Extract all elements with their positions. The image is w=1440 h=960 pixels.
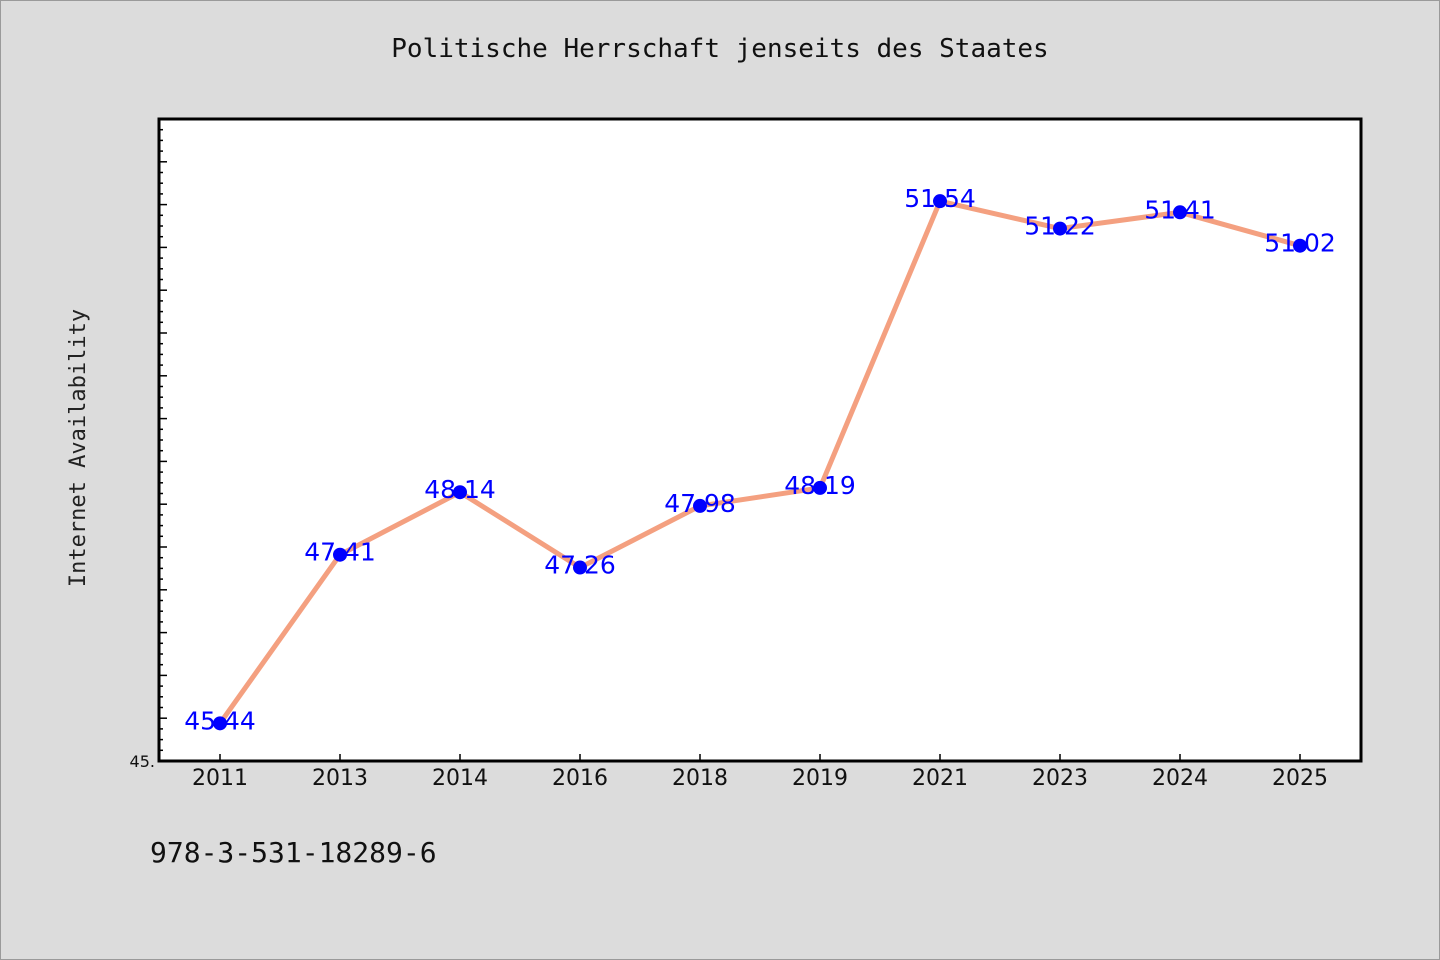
data-label: 47.26 — [544, 551, 616, 580]
data-point — [693, 498, 707, 513]
series-markers — [213, 194, 1307, 731]
x-tick-label: 2018 — [672, 766, 728, 791]
data-point — [333, 547, 347, 562]
x-tick-label: 2024 — [1152, 766, 1208, 791]
data-label: 45.44 — [184, 706, 256, 735]
x-axis-ticks: 2011 2013 2014 2016 2018 2019 2021 2023 2024 2025 — [192, 754, 1328, 791]
data-label: 51.02 — [1264, 229, 1336, 258]
data-point — [213, 716, 227, 731]
data-label: 51.54 — [904, 184, 976, 213]
data-label: 48.19 — [784, 471, 856, 500]
data-point — [1053, 221, 1067, 236]
data-point — [1173, 205, 1187, 220]
x-tick-label: 2016 — [552, 766, 608, 791]
y-axis-label: Internet Availability — [66, 309, 91, 587]
data-label: 51.22 — [1024, 212, 1096, 241]
x-tick-label: 2014 — [432, 766, 488, 791]
data-label: 47.98 — [664, 489, 736, 518]
data-point — [453, 485, 467, 500]
x-tick-label: 2025 — [1272, 766, 1328, 791]
x-tick-label: 2021 — [912, 766, 968, 791]
data-point — [1293, 238, 1307, 253]
isbn-code: 978-3-531-18289-6 — [150, 836, 437, 869]
x-tick-label: 2011 — [192, 766, 248, 791]
x-tick-label: 2019 — [792, 766, 848, 791]
data-label: 51.41 — [1144, 195, 1216, 224]
x-tick-label: 2013 — [312, 766, 368, 791]
x-tick-label: 2023 — [1032, 766, 1088, 791]
data-point — [933, 194, 947, 209]
data-label: 48.14 — [424, 475, 496, 504]
data-point — [813, 480, 827, 495]
y-axis-tick-labels: 45. — [130, 752, 155, 771]
y-tick-label: 45. — [130, 752, 155, 771]
data-label: 47.41 — [304, 538, 376, 567]
plot-area — [157, 117, 1363, 763]
y-axis-ticks — [159, 128, 167, 752]
data-point — [573, 560, 587, 575]
chart-title: Politische Herrschaft jenseits des Staat… — [391, 34, 1049, 64]
data-labels: 45.44 47.41 48.14 47.26 47.98 48.19 51.54 51.22… — [184, 184, 1336, 735]
series-line — [217, 198, 1301, 725]
